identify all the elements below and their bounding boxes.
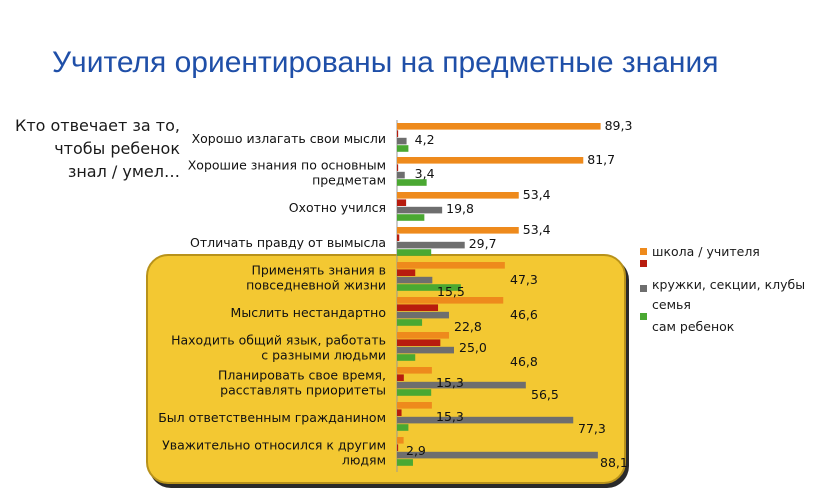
bar-self: [397, 284, 461, 291]
value-label: 53,4: [523, 187, 551, 202]
value-label: 47,3: [510, 272, 538, 287]
bar-clubs: [397, 234, 400, 241]
bar-clubs: [397, 199, 407, 206]
legend-item-self: сам ребенок: [640, 313, 810, 335]
bar-school: [397, 367, 432, 374]
bar-family: [397, 241, 465, 249]
value-label: 56,5: [531, 387, 559, 402]
value-label: 81,7: [587, 152, 615, 167]
bar-self: [397, 319, 423, 326]
value-label: 29,7: [469, 236, 497, 251]
bar-clubs: [397, 130, 399, 137]
category-label: Применять знания в повседневной жизни: [246, 263, 386, 293]
value-label: 22,8: [454, 319, 482, 334]
bar-self: [397, 389, 432, 396]
bar-family: [397, 311, 449, 319]
value-label: 88,1: [600, 455, 628, 470]
bar-school: [397, 402, 432, 409]
legend-label-clubs: кружки, секции, клубы: [652, 277, 806, 292]
bar-school: [397, 123, 601, 130]
bar-clubs: [397, 269, 416, 276]
category-label: Находить общий язык, работать с разными л…: [171, 333, 386, 363]
value-label: 4,2: [415, 132, 435, 147]
bar-family: [397, 171, 405, 179]
category-label: Хорошие знания по основным предметам: [188, 158, 386, 188]
bar-school: [397, 297, 504, 304]
legend-item-family: семья: [640, 285, 810, 313]
bar-self: [397, 214, 425, 221]
value-label: 46,6: [510, 307, 538, 322]
legend-label-self: сам ребенок: [652, 319, 735, 334]
legend-label-family: семья: [652, 297, 691, 312]
value-label: 25,0: [459, 340, 487, 355]
bar-self: [397, 249, 432, 256]
value-label: 46,8: [510, 354, 538, 369]
bar-family: [397, 137, 407, 145]
legend-swatch-self: [640, 313, 647, 320]
bar-family: [397, 451, 598, 459]
bar-school: [397, 157, 584, 164]
slide-title: Учителя ориентированы на предметные знан…: [52, 46, 719, 79]
bar-self: [397, 354, 416, 361]
legend-label-school: школа / учителя: [652, 244, 760, 259]
value-label: 15,5: [437, 284, 465, 299]
bar-clubs: [397, 409, 402, 416]
bar-family: [397, 416, 574, 424]
value-label: 15,3: [436, 409, 464, 424]
bar-self: [397, 179, 427, 186]
legend-swatch-family: [640, 285, 647, 292]
value-label: 19,8: [446, 201, 474, 216]
bar-school: [397, 437, 404, 444]
value-label: 77,3: [578, 421, 606, 436]
category-label: Планировать свое время, расставлять приор…: [218, 368, 386, 398]
bar-clubs: [397, 374, 404, 381]
category-label: Охотно учился: [289, 200, 386, 215]
bar-family: [397, 276, 433, 284]
legend-item-school: школа / учителя: [640, 244, 810, 260]
bar-clubs: [397, 339, 441, 346]
category-label: Хорошо излагать свои мысли: [192, 131, 386, 146]
bar-school: [397, 192, 519, 199]
bar-family: [397, 381, 526, 389]
category-label: Мыслить нестандартно: [231, 305, 386, 320]
legend-swatch-school: [640, 248, 647, 255]
category-label: Уважительно относился к другим людям: [162, 438, 386, 468]
side-question: Кто отвечает за то, чтобы ребенок знал /…: [14, 116, 180, 181]
chart-legend: школа / учителя кружки, секции, клубы се…: [640, 244, 810, 335]
highlight-panel: [146, 254, 626, 484]
bar-self: [397, 459, 413, 466]
category-label: Был ответственным гражданином: [158, 410, 386, 425]
bar-clubs: [397, 444, 399, 451]
bar-clubs: [397, 164, 399, 171]
bar-self: [397, 424, 409, 431]
value-label: 53,4: [523, 222, 551, 237]
bar-self: [397, 145, 409, 152]
value-label: 15,3: [436, 375, 464, 390]
bar-clubs: [397, 304, 439, 311]
category-label: Отличать правду от вымысла: [190, 235, 386, 250]
legend-item-clubs: кружки, секции, клубы: [640, 260, 810, 293]
bar-school: [397, 227, 519, 234]
bar-family: [397, 346, 454, 354]
value-label: 89,3: [605, 118, 633, 133]
legend-swatch-clubs: [640, 260, 647, 267]
bar-school: [397, 332, 449, 339]
value-label: 3,4: [415, 166, 435, 181]
bar-school: [397, 262, 505, 269]
value-label: 2,9: [406, 443, 426, 458]
bar-family: [397, 206, 443, 214]
